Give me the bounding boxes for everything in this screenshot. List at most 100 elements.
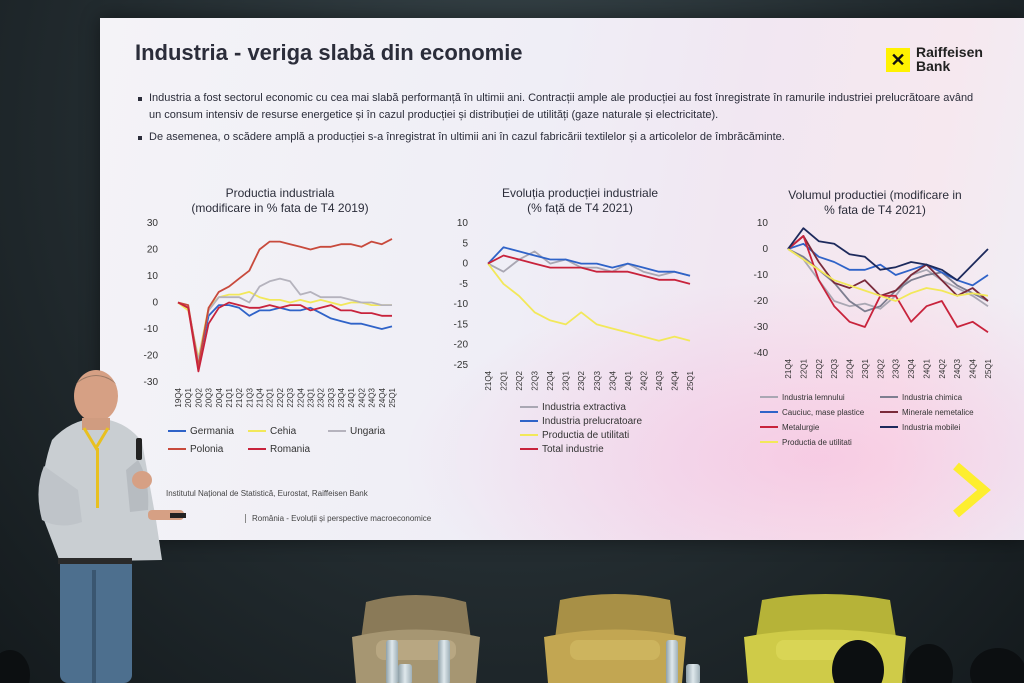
x-tick-label: 23Q4 [608, 370, 617, 390]
series-line-4 [787, 235, 989, 302]
chart-3-title-line-2: % fata de T4 2021) [824, 203, 926, 217]
y-tick-label: 10 [457, 218, 469, 229]
x-tick-label: 24Q2 [938, 358, 947, 378]
x-tick-label: 22Q1 [799, 358, 808, 378]
bullet-item: Industria a fost sectorul economic cu ce… [138, 90, 978, 124]
x-tick-label: 22Q2 [276, 387, 285, 407]
y-tick-label: 10 [757, 218, 769, 229]
legend-label: Industria chimica [902, 393, 963, 402]
x-tick-label: 21Q4 [256, 387, 265, 407]
x-tick-label: 23Q1 [562, 370, 571, 390]
series-line-3 [177, 277, 392, 362]
microphone-icon [136, 438, 142, 460]
charts-canvas: 30 20 10 0 -10 -20 -30 19Q4 20Q1 20Q2 20Q3 20Q4 21Q1… [144, 218, 993, 455]
raiffeisen-logo-text: Raiffeisen Bank [916, 45, 983, 73]
x-tick-label: 24Q4 [969, 358, 978, 378]
x-tick-label: 23Q3 [892, 358, 901, 378]
logo-line-2: Bank [916, 58, 951, 74]
x-tick-label: 22Q1 [266, 387, 275, 407]
x-tick-label: 23Q3 [327, 387, 336, 407]
legend-label: Industria mobilei [902, 423, 960, 432]
x-tick-label: 24Q2 [357, 387, 366, 407]
x-tick-label: 25Q1 [388, 387, 397, 407]
logo-line-1: Raiffeisen [916, 44, 983, 60]
armchair-left [352, 595, 480, 683]
y-tick-label: -20 [144, 351, 159, 362]
y-tick-label: -25 [454, 360, 469, 371]
legend-label: Germania [190, 426, 234, 437]
chevron-right-icon [953, 462, 991, 518]
presenter-head [74, 370, 118, 422]
chart-3-title: Volumul productiei (modificare in % fata… [750, 188, 1000, 218]
x-tick-label: 20Q4 [215, 387, 224, 407]
legend-label: Cehia [270, 426, 297, 437]
legend-label: Total industrie [542, 444, 604, 455]
series-line-4 [487, 254, 691, 285]
series-line-1 [487, 250, 691, 277]
x-tick-label: 20Q3 [205, 387, 214, 407]
bullet-item: De asemenea, o scădere amplă a producție… [138, 129, 978, 146]
legend-label: Industria prelucratoare [542, 416, 642, 427]
x-tick-label: 22Q3 [830, 358, 839, 378]
y-tick-label: -10 [454, 299, 469, 310]
x-tick-label: 22Q1 [500, 370, 509, 390]
legend-label: Industria lemnului [782, 393, 845, 402]
water-bottle [386, 640, 398, 683]
audience-head [905, 644, 953, 683]
raiffeisen-logo-icon: ✕ [886, 48, 910, 72]
x-tick-label: 24Q4 [378, 387, 387, 407]
x-tick-label: 25Q1 [984, 358, 993, 378]
x-tick-label: 21Q3 [245, 387, 254, 407]
series-line-5 [177, 301, 392, 373]
x-tick-label: 23Q2 [577, 370, 586, 390]
source-note: Institutul Național de Statistică, Euros… [166, 489, 368, 498]
legend-label: Ungaria [350, 426, 385, 437]
x-tick-label: 22Q2 [515, 370, 524, 390]
chart-2-title: Evoluția producției industriale (% față … [455, 186, 705, 216]
x-tick-label: 24Q1 [624, 370, 633, 390]
x-tick-label: 23Q2 [876, 358, 885, 378]
audience-head [832, 640, 884, 683]
audience-head [0, 650, 30, 683]
legend-label: Cauciuc, mase plastice [782, 408, 865, 417]
water-glass [398, 664, 412, 683]
presenter-person [38, 370, 186, 683]
series-line-3 [487, 263, 691, 342]
x-tick-label: 24Q1 [922, 358, 931, 378]
y-tick-label: 0 [152, 298, 158, 309]
x-tick-label: 23Q4 [337, 387, 346, 407]
water-bottle [438, 640, 450, 683]
x-tick-label: 25Q1 [686, 370, 695, 390]
x-tick-label: 22Q3 [286, 387, 295, 407]
y-tick-label: 10 [147, 271, 159, 282]
x-tick-label: 21Q4 [784, 358, 793, 378]
legend-label: Productia de utilitati [542, 430, 629, 441]
chart-1-title: Productia industriala (modificare in % f… [150, 186, 410, 216]
presenter-shirt [42, 418, 163, 562]
legend-label: Metalurgie [782, 423, 820, 432]
legend-label: Industria extractiva [542, 402, 626, 413]
y-tick-label: 5 [462, 238, 468, 249]
y-tick-label: -10 [754, 270, 769, 281]
series-line-4 [177, 238, 393, 368]
x-tick-label: 20Q1 [184, 387, 193, 407]
x-tick-label: 24Q3 [655, 370, 664, 390]
y-tick-label: -40 [754, 348, 769, 359]
x-tick-label: 23Q4 [907, 358, 916, 378]
x-tick-label: 20Q2 [194, 387, 203, 407]
x-tick-label: 19Q4 [174, 387, 183, 407]
water-glass [686, 664, 700, 683]
legend-label: Minerale nemetalice [902, 408, 974, 417]
x-tick-label: 22Q2 [815, 358, 824, 378]
x-tick-label: 24Q1 [347, 387, 356, 407]
x-tick-label: 21Q4 [484, 370, 493, 390]
water-bottle [666, 640, 678, 683]
armchair-middle [544, 594, 686, 683]
x-tick-label: 24Q3 [368, 387, 377, 407]
chart-1-title-line-2: (modificare in % fata de T4 2019) [191, 201, 369, 215]
x-tick-label: 22Q3 [531, 370, 540, 390]
x-tick-label: 24Q2 [639, 370, 648, 390]
y-tick-label: -30 [754, 322, 769, 333]
y-tick-label: -20 [454, 340, 469, 351]
x-tick-label: 23Q2 [317, 387, 326, 407]
